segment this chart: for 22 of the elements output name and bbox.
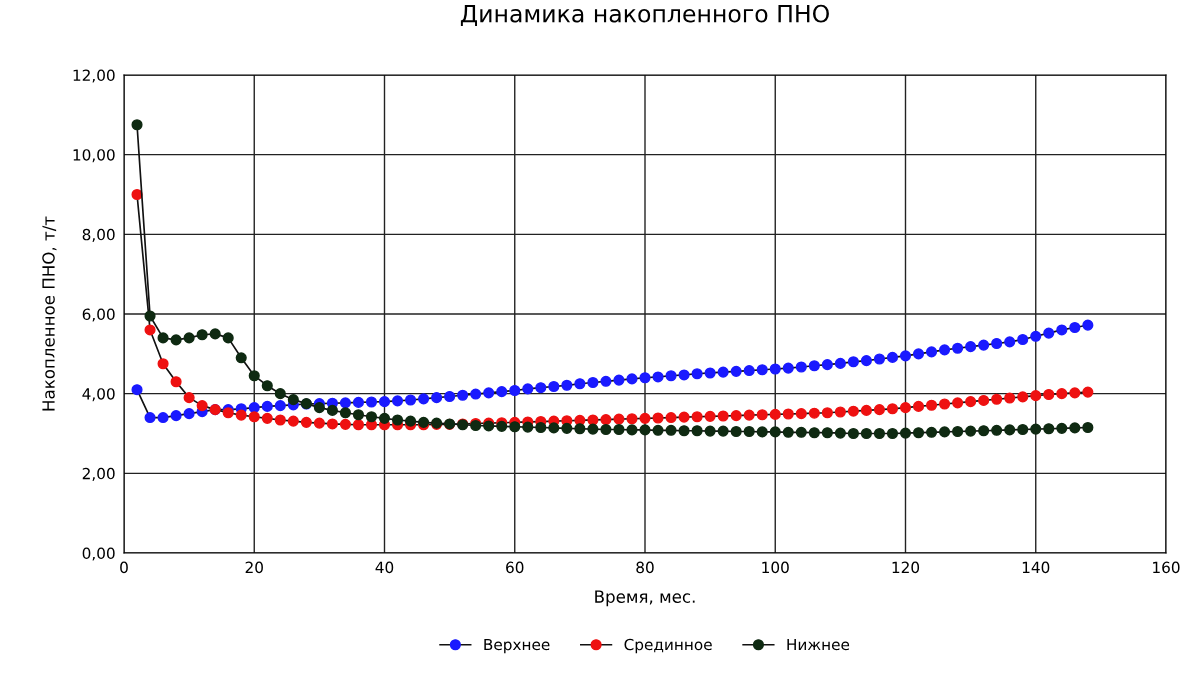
legend-label: Нижнее xyxy=(787,638,850,651)
x-tick-label: 40 xyxy=(375,561,394,574)
x-tick-label: 140 xyxy=(1022,561,1050,574)
x-tick-label: 20 xyxy=(245,561,263,574)
x-tick-label: 160 xyxy=(1153,561,1180,574)
y-tick-label: 4,00 xyxy=(82,388,115,402)
y-tick-label: 8,00 xyxy=(82,228,115,242)
y-tick-label: 10,00 xyxy=(73,149,115,163)
y-tick-label: 0,00 xyxy=(82,547,115,561)
x-tick-label: 120 xyxy=(892,561,920,574)
x-tick-label: 80 xyxy=(636,561,654,574)
legend-label: Верхнее xyxy=(484,638,550,654)
x-tick-label: 60 xyxy=(506,561,524,574)
y-axis-title: Накопленное ПНО, т/т xyxy=(42,216,57,411)
x-axis-title: Время, мес. xyxy=(595,590,695,607)
y-tick-label: 6,00 xyxy=(82,308,115,322)
x-tick-label: 100 xyxy=(762,561,789,574)
x-tick-label: 0 xyxy=(120,561,128,574)
chart-title: Динамика накопленного ПНО xyxy=(460,4,829,26)
legend-label: Срединное xyxy=(624,638,712,654)
y-tick-label: 2,00 xyxy=(82,467,115,481)
y-tick-label: 12,00 xyxy=(73,69,115,83)
